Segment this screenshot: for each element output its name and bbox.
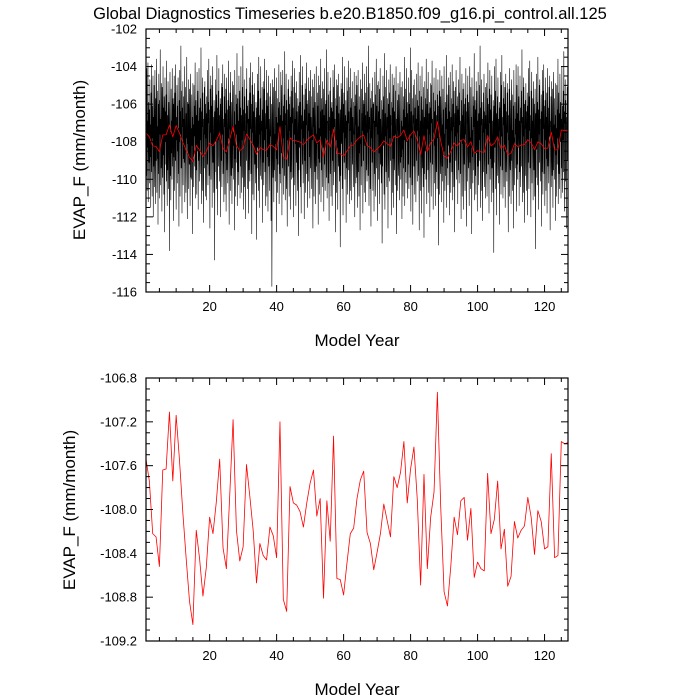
top-y-tick-label: -110	[112, 172, 137, 187]
bottom-x-tick-label: 80	[403, 648, 417, 663]
top-y-axis-label: EVAP_F (mm/month)	[70, 80, 89, 240]
bottom-x-axis-label: Model Year	[314, 680, 399, 699]
bottom-y-axis-label: EVAP_F (mm/month)	[60, 430, 79, 590]
top-y-tick-label: -112	[112, 209, 137, 224]
bottom-y-tick-label: -108.4	[100, 546, 137, 561]
bottom-panel: 20 40 60 80 100 120 -109.2 -108.8 -108.4 -108.0 -1…	[60, 371, 569, 699]
top-y-tick-label: -106	[111, 97, 137, 112]
bottom-y-tick-label: -107.6	[100, 458, 137, 473]
bottom-x-tick-label: 20	[202, 648, 216, 663]
bottom-x-tick-label: 60	[336, 648, 350, 663]
top-y-tick-label: -114	[112, 247, 137, 262]
top-x-tick-label: 60	[336, 299, 350, 314]
bottom-series-annual-mean-line	[145, 391, 569, 625]
bottom-y-tick-label: -108.8	[100, 590, 137, 605]
top-y-tick-label: -108	[111, 134, 137, 149]
bottom-y-tick-label: -107.2	[100, 414, 137, 429]
bottom-x-tick-label: 100	[467, 648, 489, 663]
top-y-tick-label: -104	[111, 59, 137, 74]
top-x-axis-label: Model Year	[314, 331, 399, 350]
bottom-x-tick-label: 120	[534, 648, 556, 663]
bottom-y-tick-label: -106.8	[100, 371, 137, 386]
top-y-tick-label: -116	[112, 285, 137, 300]
top-x-tick-label: 40	[269, 299, 283, 314]
top-panel: Global Diagnostics Timeseries b.e20.B185…	[70, 5, 607, 350]
bottom-y-tick-label: -109.2	[100, 634, 137, 649]
bottom-y-tick-label: -108.0	[100, 502, 137, 517]
top-y-tick-label: -102	[111, 22, 137, 37]
top-x-tick-label: 100	[467, 299, 489, 314]
top-series-annual-mean-line	[145, 121, 569, 162]
top-x-tick-label: 20	[202, 299, 216, 314]
top-chart-title: Global Diagnostics Timeseries b.e20.B185…	[93, 5, 607, 23]
top-x-tick-label: 120	[534, 299, 556, 314]
top-x-tick-label: 80	[403, 299, 417, 314]
top-series-monthly-line	[145, 45, 569, 287]
bottom-x-tick-label: 40	[269, 648, 283, 663]
